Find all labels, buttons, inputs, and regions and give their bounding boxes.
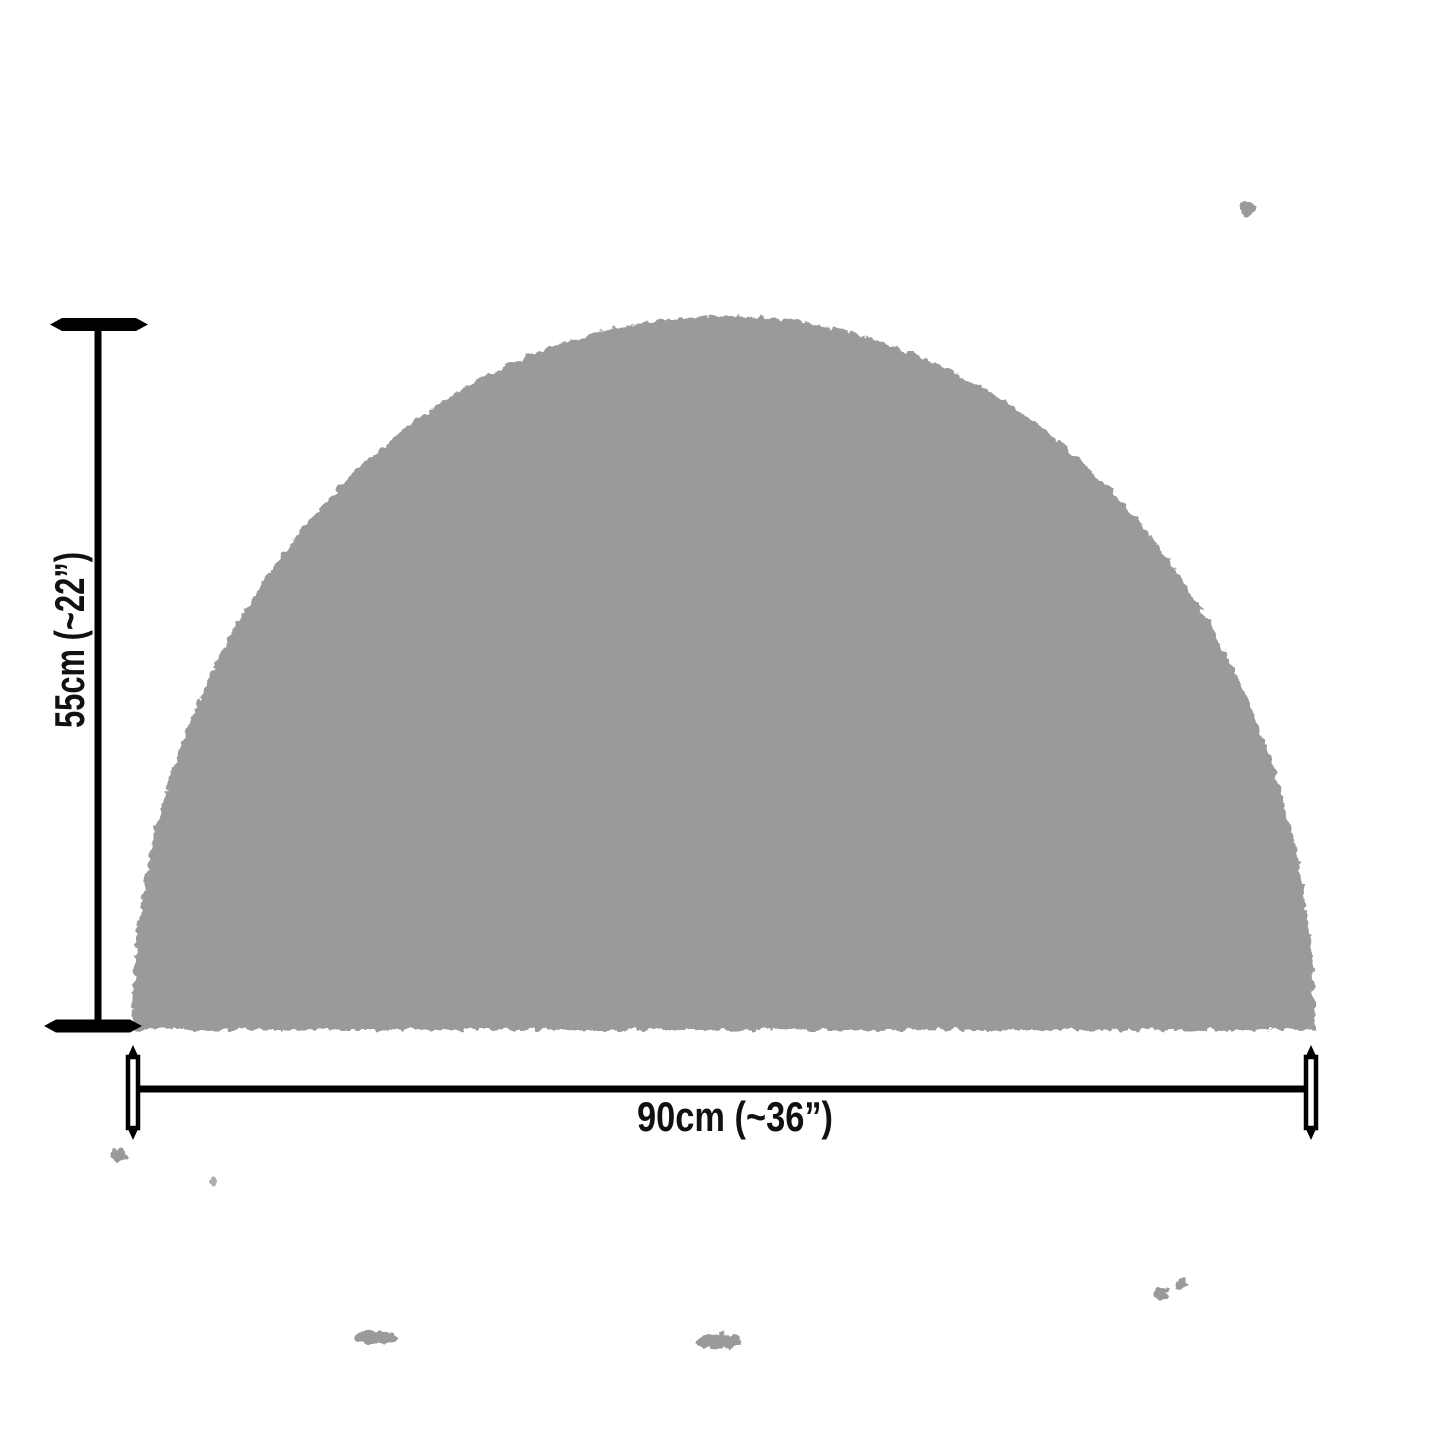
height-dimension-line xyxy=(94,330,102,1021)
width-dimension-line xyxy=(140,1085,1304,1093)
scan-artifact xyxy=(1154,1288,1168,1300)
dome-shape xyxy=(132,316,1315,1030)
scan-artifact xyxy=(697,1333,741,1349)
scan-artifact xyxy=(209,1177,217,1185)
scan-artifact xyxy=(353,1331,399,1345)
width-dimension-left-tick xyxy=(125,1045,141,1140)
height-dimension-top-cap xyxy=(50,318,148,331)
height-dimension-label: 55cm (~22”) xyxy=(46,552,93,728)
width-dimension-label: 90cm (~36”) xyxy=(637,1093,833,1140)
scan-artifact xyxy=(1239,202,1255,216)
height-dimension-bottom-cap xyxy=(44,1019,142,1033)
scan-artifact xyxy=(1175,1278,1187,1290)
height-dimension: 55cm (~22”) xyxy=(44,318,148,1033)
width-dimension: 90cm (~36”) xyxy=(125,1045,1319,1140)
width-dimension-right-tick xyxy=(1303,1045,1319,1140)
scan-artifact xyxy=(111,1149,127,1161)
scan-artifacts xyxy=(111,202,1255,1349)
